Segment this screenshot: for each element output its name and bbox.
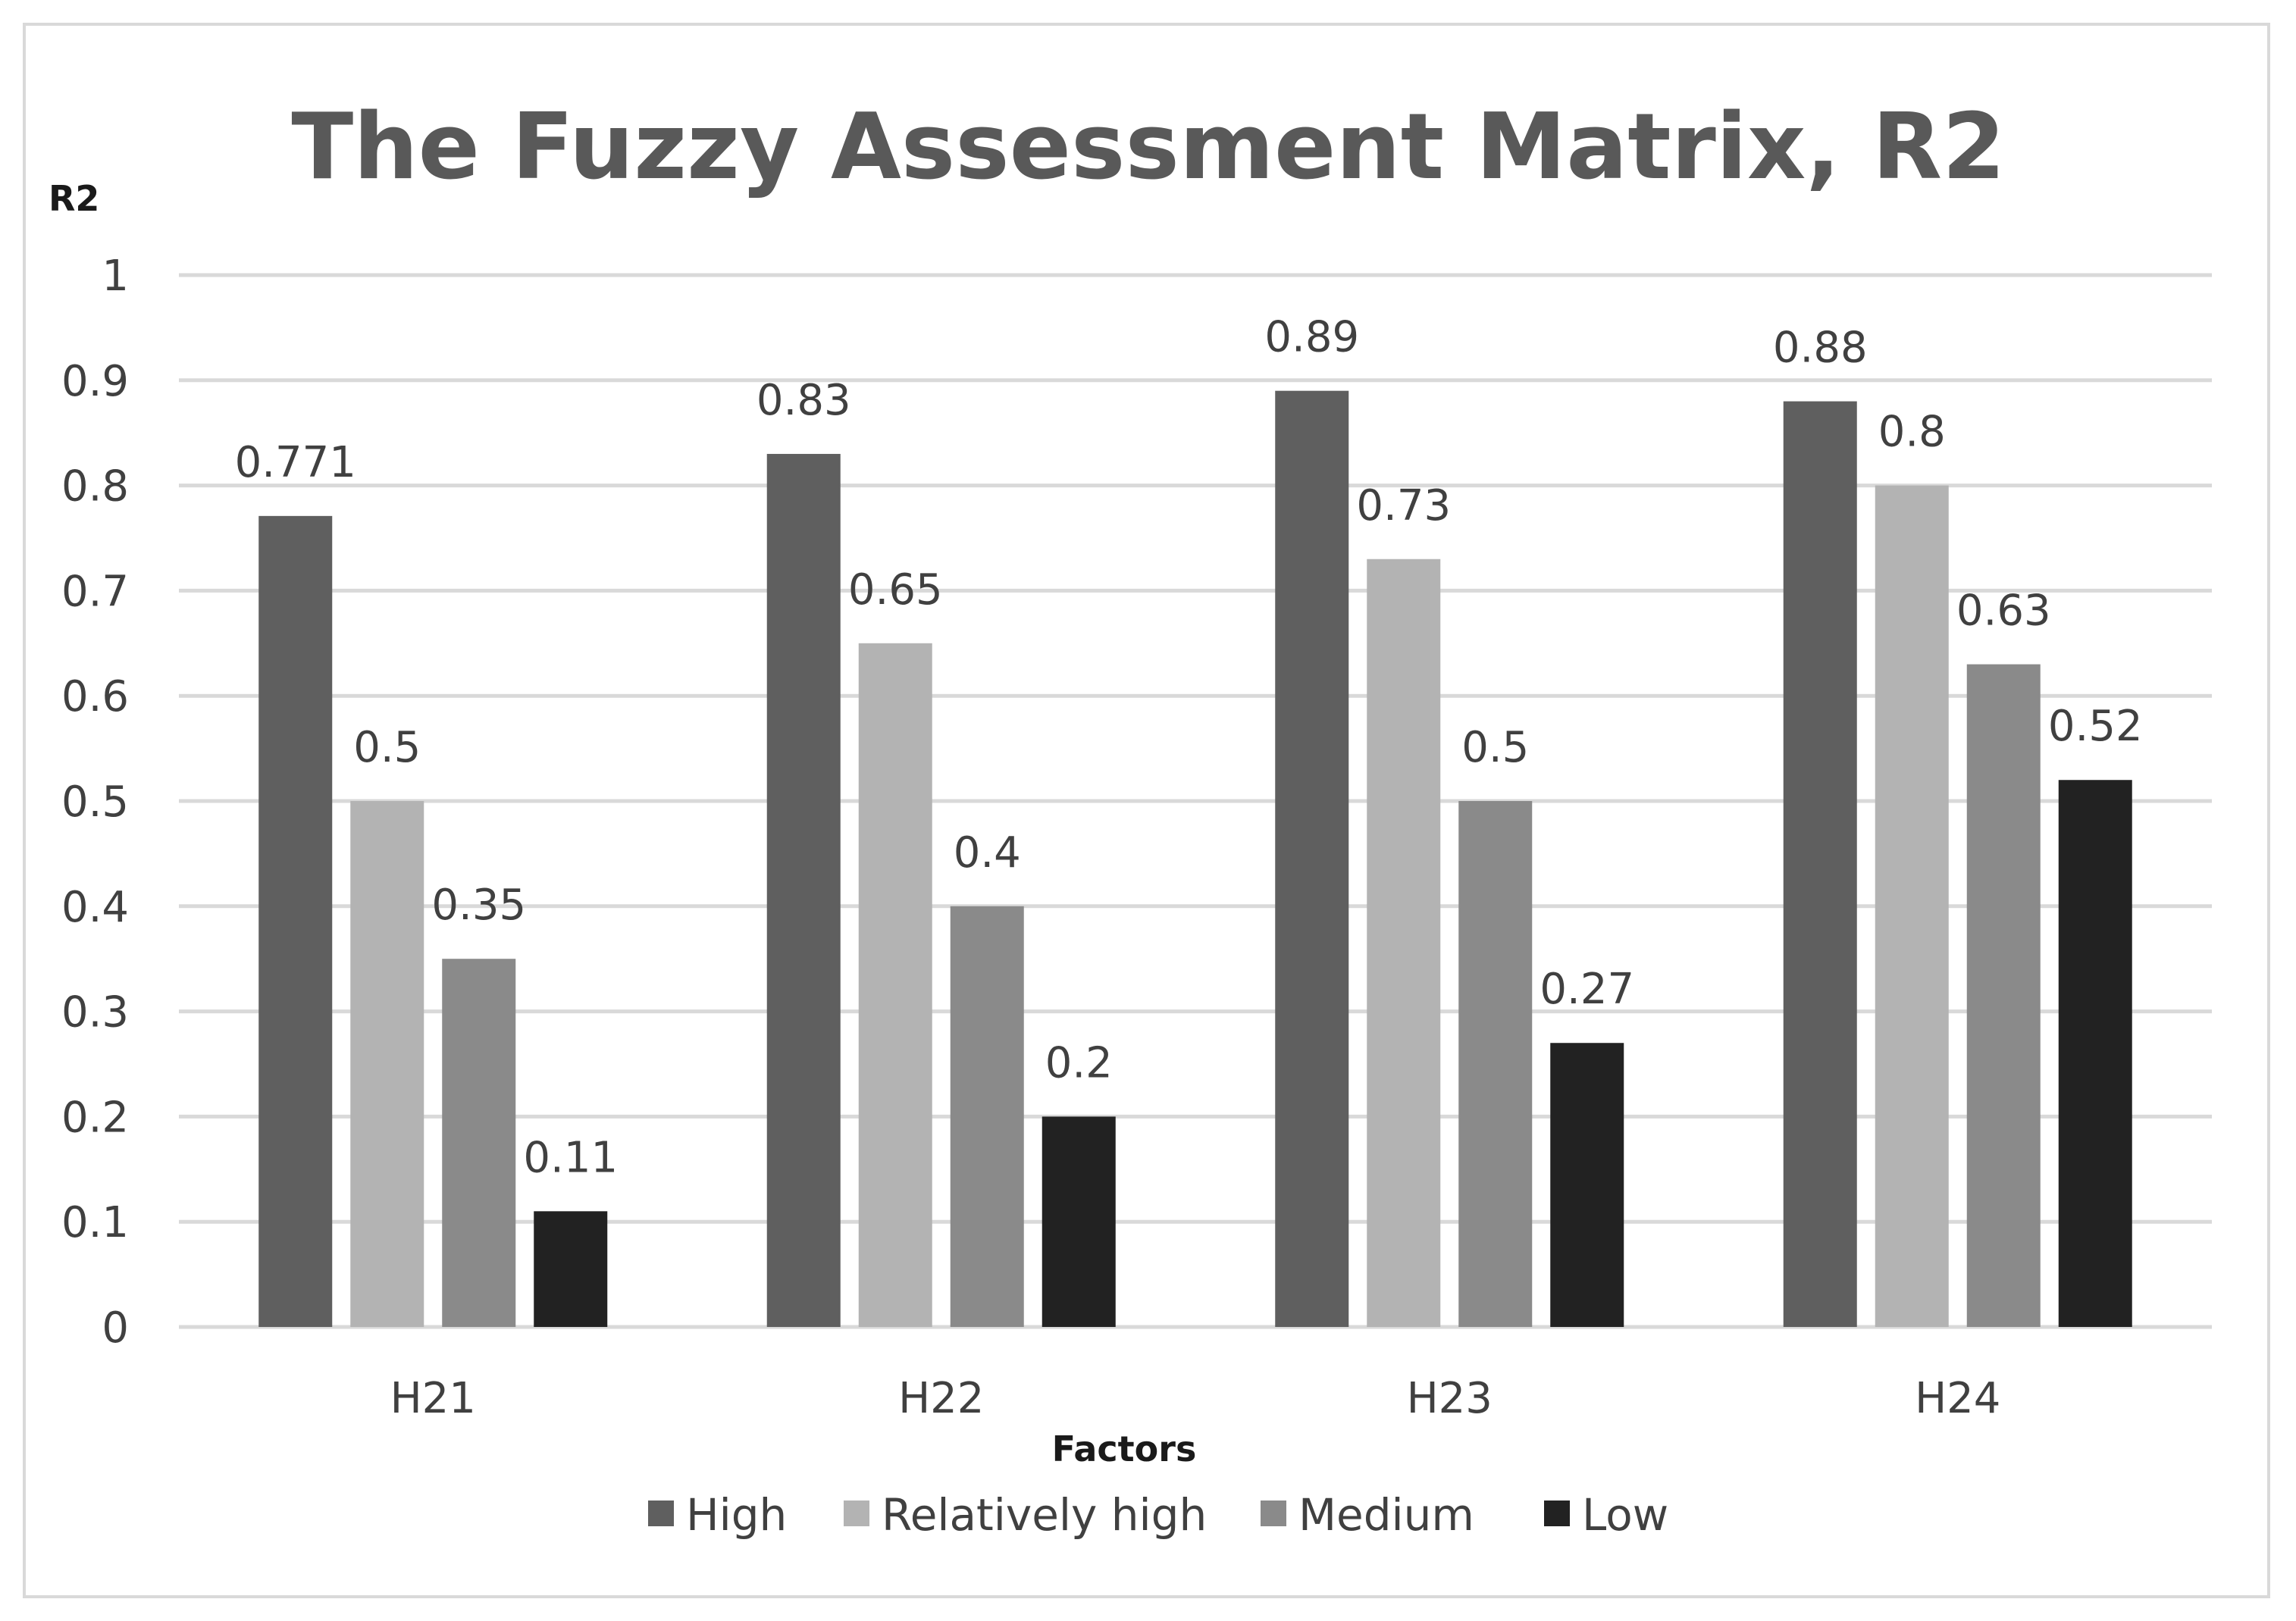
- legend-label: Low: [1582, 1489, 1668, 1541]
- bar-h22-relatively-high: [858, 643, 932, 1327]
- y-tick-label: 0.4: [61, 883, 129, 932]
- bar-h21-low: [534, 1211, 608, 1327]
- bar-h24-medium: [1966, 664, 2041, 1327]
- data-label: 0.35: [431, 881, 526, 930]
- legend-swatch: [1261, 1501, 1286, 1526]
- bar-h21-relatively-high: [350, 801, 424, 1327]
- chart-title: The Fuzzy Assessment Matrix, R2: [291, 95, 2005, 200]
- data-label: 0.73: [1356, 481, 1451, 530]
- data-label: 0.88: [1773, 324, 1868, 373]
- y-tick-label: 1: [102, 252, 129, 301]
- x-tick-label: H22: [898, 1374, 984, 1423]
- y-tick-label: 0.1: [61, 1198, 129, 1247]
- y-tick-label: 0: [102, 1303, 129, 1353]
- data-label: 0.2: [1045, 1038, 1113, 1087]
- x-tick-label: H23: [1407, 1374, 1493, 1423]
- bar-h23-high: [1275, 390, 1349, 1328]
- bar-h24-low: [2058, 780, 2132, 1327]
- legend-label: Relatively high: [882, 1489, 1207, 1541]
- y-tick-label: 0.3: [61, 988, 129, 1037]
- bar-h24-high: [1783, 401, 1857, 1327]
- data-label: 0.27: [1540, 965, 1634, 1014]
- data-label: 0.89: [1264, 313, 1359, 362]
- data-label: 0.83: [756, 376, 851, 425]
- x-tick-label: H21: [390, 1374, 476, 1423]
- data-label: 0.4: [954, 828, 1021, 878]
- data-label: 0.5: [1461, 723, 1529, 772]
- legend-swatch: [1544, 1501, 1570, 1526]
- data-label: 0.63: [1956, 587, 2051, 636]
- y-tick-label: 0.6: [61, 672, 129, 721]
- bar-h22-medium: [950, 906, 1024, 1327]
- data-label: 0.11: [523, 1133, 618, 1182]
- data-label: 0.5: [353, 723, 421, 772]
- bar-h22-high: [766, 453, 841, 1328]
- data-label: 0.52: [2048, 702, 2143, 751]
- bar-h23-relatively-high: [1367, 559, 1441, 1327]
- data-label: 0.771: [235, 438, 356, 487]
- legend-label: Medium: [1298, 1489, 1474, 1541]
- bar-h24-relatively-high: [1875, 485, 1949, 1327]
- bar-h22-low: [1042, 1116, 1116, 1327]
- y-tick-label: 0.9: [61, 357, 129, 406]
- legend-label: High: [686, 1489, 787, 1541]
- legend-swatch: [648, 1501, 674, 1526]
- y-axis-title: R2: [49, 178, 99, 219]
- bar-h23-medium: [1458, 801, 1533, 1327]
- x-axis-title: Factors: [1052, 1429, 1197, 1469]
- y-tick-label: 0.5: [61, 778, 129, 827]
- data-label: 0.8: [1878, 408, 1946, 457]
- bar-h21-high: [258, 515, 333, 1327]
- x-tick-label: H24: [1915, 1374, 2000, 1423]
- y-tick-label: 0.2: [61, 1093, 129, 1142]
- bar-h21-medium: [442, 959, 516, 1327]
- data-label: 0.65: [848, 565, 943, 615]
- legend-swatch: [844, 1501, 869, 1526]
- y-tick-label: 0.7: [61, 567, 129, 616]
- bar-h23-low: [1550, 1043, 1624, 1327]
- y-tick-label: 0.8: [61, 462, 129, 512]
